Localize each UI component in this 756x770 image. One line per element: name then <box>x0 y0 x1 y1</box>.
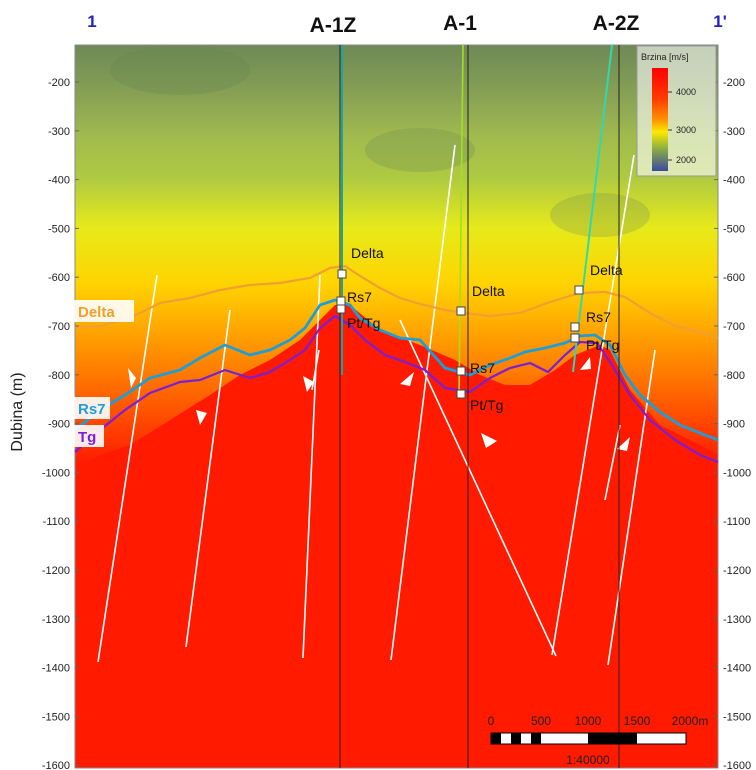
scale-tick-1000: 1000 <box>575 714 602 728</box>
fault-line <box>399 319 557 657</box>
scale-ratio: 1:40000 <box>566 753 610 767</box>
fault-arrows <box>128 357 630 451</box>
marker-label-a1-delta: Delta <box>472 283 505 299</box>
legend-tick-3000: 3000 <box>676 125 696 135</box>
marker-label-a2z-rs7: Rs7 <box>586 309 611 325</box>
scale-tick-1500: 1500 <box>624 714 651 728</box>
depth-tick-label: -1600 <box>42 760 70 770</box>
depth-tick-label: -1400 <box>42 663 70 675</box>
fault-line <box>551 154 635 656</box>
fault-arrow-icon <box>400 372 414 386</box>
depth-tick-label: -1000 <box>42 467 70 479</box>
depth-tick-label: -1200 <box>723 565 751 577</box>
depth-tick-label: -1300 <box>723 614 751 626</box>
depth-tick-label: -200 <box>48 77 70 89</box>
depth-tick-label: -1500 <box>42 711 70 723</box>
marker-box <box>570 333 580 343</box>
fault-arrow-icon <box>303 376 314 392</box>
faults <box>97 144 656 666</box>
fault-line <box>302 274 321 659</box>
horizon-labels: Delta Rs7 Tg <box>74 300 134 447</box>
horizon-label-delta: Delta <box>78 304 115 321</box>
depth-tick-label: -900 <box>48 419 70 431</box>
section-start-label: 1 <box>87 12 96 31</box>
depth-tick-label: -500 <box>723 223 745 235</box>
marker-box <box>337 269 347 279</box>
horizon-label-rs7: Rs7 <box>78 401 106 418</box>
depth-tick-label: -400 <box>723 175 745 187</box>
marker-box <box>336 304 346 314</box>
marker-label-a1-rs7: Rs7 <box>470 360 495 376</box>
velocity-legend: Brzina [m/s] 4000 3000 2000 <box>636 45 717 177</box>
marker-box <box>456 306 466 316</box>
depth-tick-label: -700 <box>723 321 745 333</box>
scale-tick-500: 500 <box>531 714 551 728</box>
marker-label-a2z-delta: Delta <box>590 262 623 278</box>
fault-arrow-icon <box>481 433 497 448</box>
depth-tick-label: -500 <box>48 223 70 235</box>
depth-tick-label: -600 <box>48 272 70 284</box>
velocity-field <box>75 45 718 768</box>
marker-label-a2z-pttg: Pt/Tg <box>586 337 619 353</box>
well-name-a1z: A-1Z <box>310 14 357 37</box>
well-markers <box>336 269 584 399</box>
marker-label-a1z-delta: Delta <box>351 245 384 261</box>
depth-axis-left: -200 -300 -400 -500 -600 -700 -800 -900 -1000 -11… <box>42 77 79 770</box>
depth-tick-label: -1100 <box>43 516 70 528</box>
marker-label-a1-pttg: Pt/Tg <box>470 397 503 413</box>
depth-tick-label: -200 <box>723 77 745 89</box>
depth-tick-label: -1600 <box>723 760 751 770</box>
marker-box <box>574 285 584 295</box>
depth-tick-label: -900 <box>723 419 745 431</box>
depth-tick-label: -700 <box>48 321 70 333</box>
well-name-a2z: A-2Z <box>593 12 640 35</box>
horizon-label-tg: Tg <box>78 429 96 446</box>
scale-tick-0: 0 <box>488 714 495 728</box>
well-track-a1-deviated <box>458 44 464 396</box>
depth-tick-label: -300 <box>48 126 70 138</box>
legend-colorbar <box>652 68 668 171</box>
section-end-label: 1' <box>713 12 727 31</box>
legend-title: Brzina [m/s] <box>641 52 689 62</box>
depth-tick-label: -300 <box>723 126 745 138</box>
y-axis-label: Dubina (m) <box>9 372 26 451</box>
depth-tick-label: -400 <box>48 175 70 187</box>
depth-tick-label: -1100 <box>723 516 750 528</box>
fault-arrow-icon <box>580 357 591 370</box>
marker-box <box>456 366 466 376</box>
scale-tick-2000: 2000m <box>672 714 709 728</box>
fault-tick <box>311 349 320 391</box>
horizon-delta <box>74 264 719 340</box>
depth-tick-label: -1500 <box>723 711 751 723</box>
depth-tick-label: -1300 <box>42 614 70 626</box>
legend-tick-2000: 2000 <box>676 155 696 165</box>
marker-box <box>336 296 346 306</box>
fault-line <box>97 274 158 663</box>
fault-arrow-icon <box>196 410 207 425</box>
well-name-a1: A-1 <box>443 12 477 35</box>
fault-line <box>390 144 456 661</box>
fault-arrow-icon <box>617 437 630 451</box>
marker-label-a1z-pttg: Pt/Tg <box>347 315 380 331</box>
horizon-tg <box>74 314 719 464</box>
horizon-rs7 <box>74 298 719 442</box>
marker-box <box>456 389 466 399</box>
fault-tick <box>604 424 621 501</box>
depth-tick-label: -600 <box>723 272 745 284</box>
depth-tick-label: -1400 <box>723 663 751 675</box>
depth-tick-label: -800 <box>723 370 745 382</box>
depth-tick-label: -1000 <box>723 467 751 479</box>
well-track-a2z-deviated <box>572 44 613 373</box>
depth-axis-right: -200 -300 -400 -500 -600 -700 -800 -900 -1000 -11… <box>714 77 751 770</box>
scale-bar: 0 500 1000 1500 2000m 1:40000 <box>488 714 709 767</box>
fault-arrow-icon <box>128 368 136 388</box>
fault-line <box>185 309 231 648</box>
marker-box <box>570 322 580 332</box>
marker-label-a1z-rs7: Rs7 <box>347 289 372 305</box>
legend-tick-4000: 4000 <box>676 87 696 97</box>
depth-tick-label: -800 <box>48 370 70 382</box>
depth-tick-label: -1200 <box>42 565 70 577</box>
